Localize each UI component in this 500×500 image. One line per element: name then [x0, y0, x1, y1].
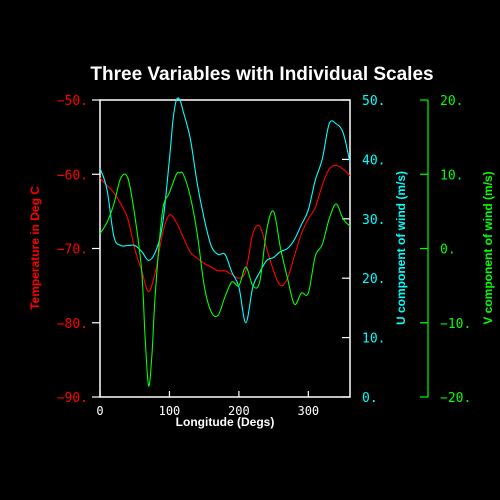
v-wind-axis: −20. −10. 0. 10. 20.	[420, 94, 471, 406]
chart-title: Three Variables with Individual Scales	[90, 64, 433, 85]
temperature-tick-label: −50.	[57, 94, 88, 109]
u-wind-axis-label: U component of wind (m/s)	[394, 171, 408, 325]
u-wind-tick-label: 50.	[362, 94, 385, 109]
series-layer	[99, 97, 351, 387]
temperature-tick-label: −80.	[57, 317, 88, 332]
v-wind-axis-label: V component of wind (m/s)	[481, 171, 495, 324]
x-axis-label: Longitude (Degs)	[176, 415, 275, 429]
v-wind-tick-label: 20.	[440, 94, 463, 109]
temperature-tick-label: −70.	[57, 243, 88, 258]
x-tick-label: 100	[159, 404, 181, 418]
v-wind-line	[99, 171, 351, 387]
v-wind-tick-label: −20.	[440, 391, 471, 406]
temperature-axis: −90. −80. −70. −60. −50.	[57, 94, 100, 406]
u-wind-tick-label: 0.	[362, 391, 378, 406]
temperature-axis-label: Temperature in Deg C	[28, 186, 42, 310]
u-wind-tick-label: 40.	[362, 153, 385, 168]
v-wind-tick-label: 0.	[440, 243, 456, 258]
x-tick-label: 200	[228, 404, 250, 418]
u-wind-axis: 0. 10. 20. 30. 40. 50.	[342, 94, 385, 406]
u-wind-tick-label: 20.	[362, 272, 385, 287]
x-tick-label: 0	[96, 404, 103, 418]
v-wind-tick-label: −10.	[440, 317, 471, 332]
x-axis: 0 100 200 300	[96, 391, 319, 418]
v-wind-tick-label: 10.	[440, 168, 463, 183]
x-tick-label: 300	[297, 404, 319, 418]
u-wind-tick-label: 30.	[362, 213, 385, 228]
u-wind-line	[99, 97, 351, 324]
temperature-tick-label: −90.	[57, 391, 88, 406]
u-wind-tick-label: 10.	[362, 332, 385, 347]
temperature-tick-label: −60.	[57, 168, 88, 183]
